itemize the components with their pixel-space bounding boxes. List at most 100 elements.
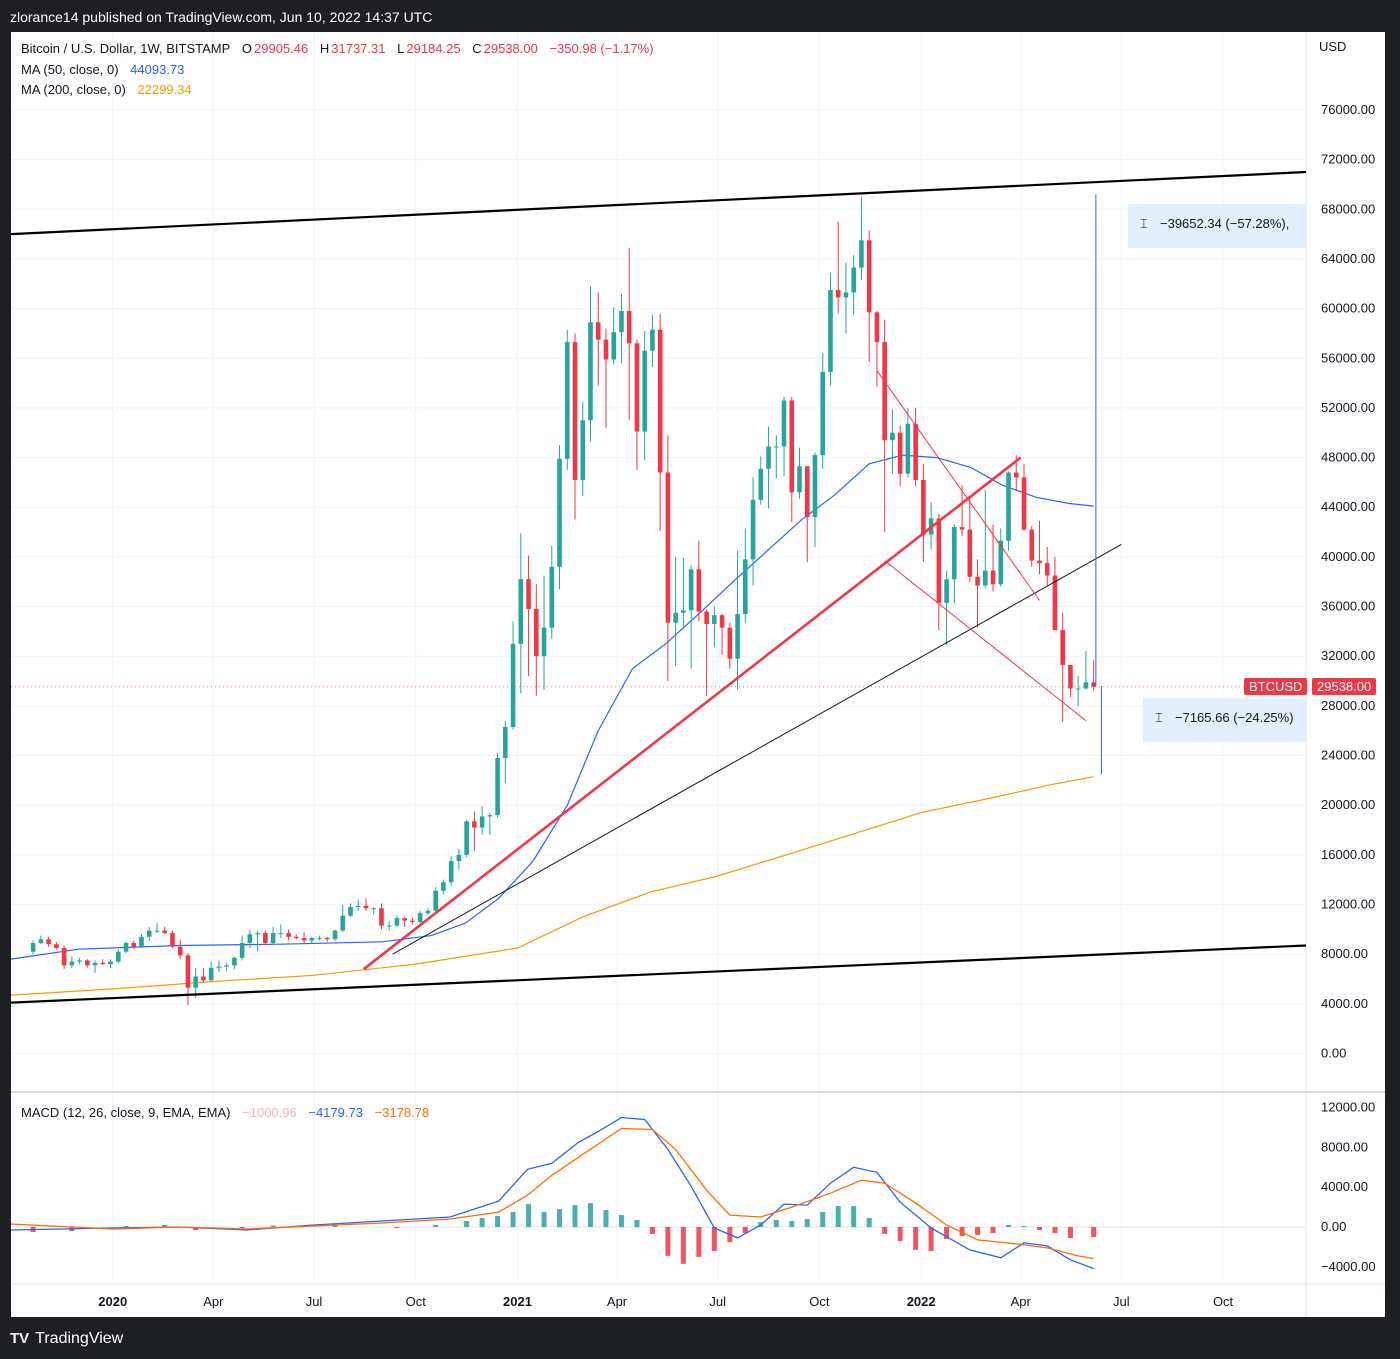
candle: [719, 614, 725, 655]
measure-box-lower[interactable]: ⌶ −7165.66 (−24.25%): [1143, 698, 1306, 742]
candle-body: [355, 905, 361, 908]
candle-body: [402, 918, 407, 921]
candle-body: [921, 479, 926, 535]
candle: [1037, 520, 1042, 575]
candle: [905, 407, 911, 478]
macd-hist-value: −1000.96: [242, 1105, 297, 1120]
macd-histogram-bar: [1036, 1227, 1042, 1230]
time-tick-label: 2020: [98, 1294, 127, 1309]
candle-body: [487, 815, 493, 817]
candle-body: [324, 938, 330, 940]
candle-body: [208, 967, 214, 981]
candle: [503, 720, 508, 783]
macd-histogram-bar: [510, 1212, 516, 1227]
candle-body: [85, 960, 90, 966]
candle: [216, 960, 222, 972]
price-tick-label: 8000.00: [1321, 946, 1368, 961]
symbol-title[interactable]: Bitcoin / U.S. Dollar, 1W, BITSTAMP: [21, 41, 231, 56]
macd-histogram-bar: [1091, 1227, 1097, 1237]
candle: [402, 916, 407, 927]
ma200-legend[interactable]: MA (200, close, 0) 22299.34: [21, 82, 194, 97]
price-tick-label: 52000.00: [1321, 400, 1375, 415]
macd-histogram-bar: [526, 1204, 532, 1227]
candle-body: [332, 930, 338, 940]
candle: [456, 848, 462, 870]
candle-body: [239, 943, 245, 958]
candle-body: [588, 322, 593, 421]
macd-histogram-bar: [433, 1225, 439, 1227]
candle: [270, 926, 276, 946]
candle: [743, 528, 748, 623]
candle: [208, 961, 214, 982]
candle-body: [146, 930, 152, 937]
price-tick-label: 20000.00: [1321, 797, 1375, 812]
macd-histogram-bar: [270, 1225, 276, 1227]
candle: [177, 939, 183, 960]
price-tick-label: 0.00: [1321, 1046, 1346, 1061]
close-label: C: [472, 41, 482, 56]
candle: [38, 935, 44, 945]
ma50-legend[interactable]: MA (50, close, 0) 44093.73: [21, 62, 186, 77]
candle: [100, 959, 106, 966]
candle: [750, 477, 756, 586]
candle: [673, 556, 678, 667]
macd-histogram-bar: [944, 1227, 950, 1239]
time-tick-label: Oct: [406, 1294, 427, 1309]
candle: [77, 957, 82, 965]
macd-legend[interactable]: MACD (12, 26, close, 9, EMA, EMA) −1000.…: [21, 1105, 431, 1120]
candle: [696, 540, 702, 622]
candle-body: [1013, 472, 1019, 478]
candle: [340, 904, 346, 932]
tradingview-logo-icon: TV: [10, 1330, 30, 1347]
candle-body: [1006, 472, 1011, 541]
time-tick-label: 2021: [503, 1294, 532, 1309]
candle-body: [773, 446, 779, 448]
candle: [69, 956, 75, 968]
candle: [170, 930, 175, 948]
candle: [735, 550, 740, 690]
candle: [704, 609, 709, 696]
open-value: 29905.46: [254, 41, 309, 56]
price-tick-label: 76000.00: [1321, 102, 1375, 117]
macd-histogram-bar: [897, 1227, 903, 1241]
candle: [611, 307, 617, 365]
candle-body: [185, 955, 191, 988]
measure-box-upper[interactable]: ⌶ −39652.34 (−57.28%),: [1128, 204, 1306, 248]
candle-body: [866, 240, 872, 313]
price-tick-label: 56000.00: [1321, 350, 1375, 365]
currency-label: USD: [1319, 39, 1347, 54]
published-header: zlorance14 published on TradingView.com,…: [0, 0, 1400, 32]
time-tick-label: Jul: [709, 1294, 726, 1309]
candle: [363, 898, 369, 911]
candle: [866, 230, 872, 362]
candle-body: [704, 611, 709, 624]
candle-body: [270, 933, 276, 944]
ma50-label: MA (50, close, 0): [21, 62, 119, 77]
candle-body: [688, 569, 694, 611]
chart-canvas[interactable]: 76000.00 72000.00 68000.00 64000.00 60000.00…: [11, 32, 1385, 1317]
price-tick-label: 64000.00: [1321, 251, 1375, 266]
candle: [154, 923, 160, 934]
candle-body: [944, 579, 949, 603]
macd-histogram-bar: [928, 1227, 934, 1251]
macd-line: [11, 1116, 1094, 1270]
candle-body: [665, 472, 671, 623]
candle: [332, 929, 338, 941]
candle: [936, 513, 942, 631]
candle: [286, 929, 291, 941]
candle: [108, 959, 113, 968]
candle-body: [224, 965, 229, 967]
time-tick-label: Apr: [1011, 1294, 1032, 1309]
candle: [201, 967, 206, 983]
candle-body: [503, 726, 508, 759]
macd-histogram-bar: [804, 1219, 810, 1227]
footer-brand[interactable]: TV TradingView: [10, 1327, 123, 1351]
macd-histogram-bar: [634, 1220, 640, 1227]
candle: [812, 452, 818, 547]
candle: [712, 606, 717, 648]
candle: [30, 940, 36, 955]
candle: [487, 812, 493, 835]
candle-body: [1083, 682, 1089, 689]
chart-frame[interactable]: 76000.00 72000.00 68000.00 64000.00 60000.00…: [11, 32, 1385, 1317]
brand-name: TradingView: [35, 1330, 124, 1347]
